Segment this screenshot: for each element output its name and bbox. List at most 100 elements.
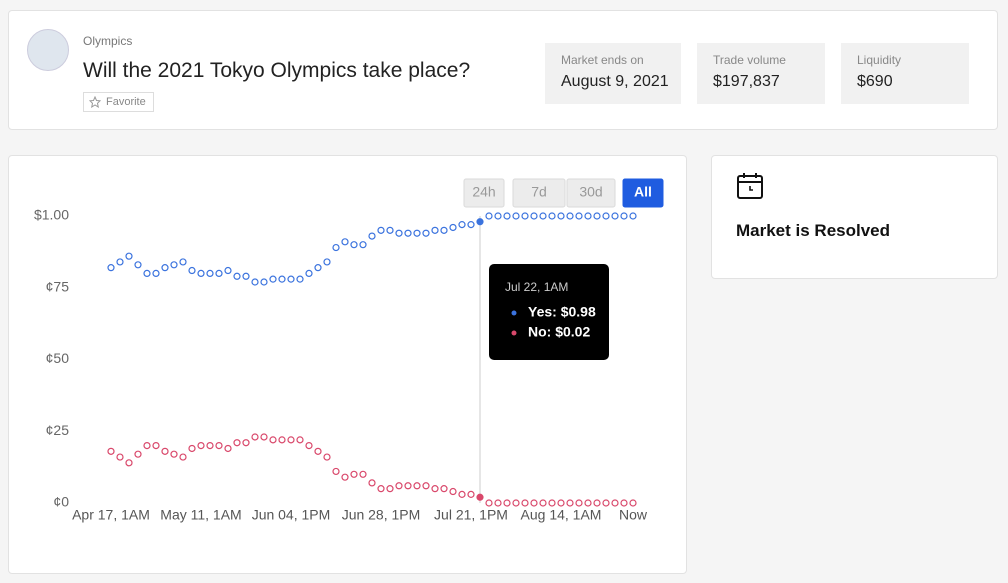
x-tick-label: Apr 17, 1AM [72, 507, 150, 523]
data-point [314, 264, 322, 272]
data-point [332, 467, 340, 476]
data-point [431, 485, 439, 493]
data-point [449, 487, 457, 496]
status-card: Market is Resolved [711, 155, 998, 279]
data-point [629, 212, 637, 220]
data-point [260, 433, 268, 441]
data-point [161, 447, 169, 455]
data-point [134, 261, 142, 269]
data-point [251, 433, 259, 441]
chart: 24h 7d 30d All ¢0 ¢25 ¢50 ¢75 $1.00 Apr 17, 1AM Ma… [34, 178, 664, 523]
stat-value: August 9, 2021 [561, 73, 669, 90]
data-point [287, 275, 295, 283]
stat-box: Market ends on August 9, 2021 [545, 43, 681, 104]
data-point [476, 493, 484, 501]
data-point [440, 226, 448, 234]
data-point [296, 436, 304, 444]
range-button[interactable] [512, 178, 566, 208]
market-title: Will the 2021 Tokyo Olympics take place? [83, 59, 471, 82]
tooltip-swatch [511, 330, 517, 336]
data-point [611, 499, 619, 507]
range-button[interactable] [622, 178, 664, 208]
data-point [413, 229, 421, 237]
data-point [188, 266, 196, 275]
data-point [197, 442, 205, 450]
data-point [458, 221, 466, 229]
market-icon [27, 29, 69, 71]
data-point [620, 499, 628, 507]
data-point [170, 450, 178, 458]
data-point [395, 482, 403, 490]
data-point [377, 226, 385, 234]
tooltip-line: No: $0.02 [528, 324, 590, 340]
stat-label: Liquidity [857, 53, 902, 67]
data-point [557, 499, 565, 507]
market-header: Olympics Will the 2021 Tokyo Olympics ta… [8, 10, 998, 130]
data-point [377, 485, 385, 493]
y-tick-label: ¢75 [46, 278, 70, 294]
data-point [467, 221, 475, 229]
data-point [341, 238, 349, 246]
data-point [359, 241, 367, 249]
data-point [521, 499, 529, 507]
star-icon [89, 96, 101, 108]
data-point [323, 453, 331, 461]
data-point [503, 499, 511, 507]
tooltip: Jul 22, 1AM Yes: $0.98 No: $0.02 [489, 264, 609, 360]
data-point [107, 447, 115, 455]
data-point [548, 212, 556, 220]
x-tick-label: Now [619, 507, 648, 523]
x-tick-label: Jun 28, 1PM [342, 507, 421, 523]
stat-value: $690 [857, 73, 893, 90]
favorite-label: Favorite [106, 96, 146, 108]
data-point [215, 442, 223, 450]
data-point [170, 261, 178, 269]
data-point [233, 272, 241, 280]
data-point [260, 278, 268, 286]
data-point [134, 450, 142, 458]
data-point [566, 212, 574, 220]
data-point [584, 499, 592, 507]
data-point [404, 229, 412, 237]
data-point [269, 275, 277, 283]
data-point [611, 212, 619, 220]
data-point [476, 218, 484, 226]
stat-label: Market ends on [561, 53, 644, 67]
tooltip-line: Yes: $0.98 [528, 304, 596, 320]
x-tick-label: May 11, 1AM [160, 507, 241, 523]
category: Olympics [83, 34, 133, 48]
data-point [350, 470, 358, 478]
data-point [143, 442, 151, 450]
data-point [422, 482, 430, 490]
stat-label: Trade volume [713, 53, 786, 67]
data-point [467, 490, 475, 498]
data-point [107, 264, 115, 272]
data-point [179, 258, 187, 266]
data-point [431, 226, 439, 234]
range-button-label: 7d [531, 184, 547, 200]
data-point [161, 264, 169, 272]
data-point [197, 269, 205, 278]
range-button[interactable] [566, 178, 616, 208]
data-point [206, 442, 214, 450]
data-point [395, 229, 403, 237]
data-point [440, 485, 448, 493]
tooltip-title: Jul 22, 1AM [505, 280, 568, 294]
range-button[interactable] [463, 178, 505, 208]
data-point [359, 470, 367, 478]
data-point [566, 499, 574, 507]
data-point [296, 275, 304, 283]
data-point [368, 232, 376, 240]
range-button-label: 30d [579, 184, 602, 200]
data-point [575, 212, 583, 220]
chart-card: 24h 7d 30d All ¢0 ¢25 ¢50 ¢75 $1.00 Apr 17, 1AM Ma… [8, 155, 687, 574]
data-point [512, 499, 520, 507]
data-point [449, 223, 457, 232]
data-point [503, 212, 511, 220]
data-point [242, 272, 250, 280]
data-point [539, 499, 547, 507]
data-point [404, 482, 412, 490]
data-point [539, 212, 547, 220]
favorite-button[interactable]: Favorite [83, 92, 154, 112]
